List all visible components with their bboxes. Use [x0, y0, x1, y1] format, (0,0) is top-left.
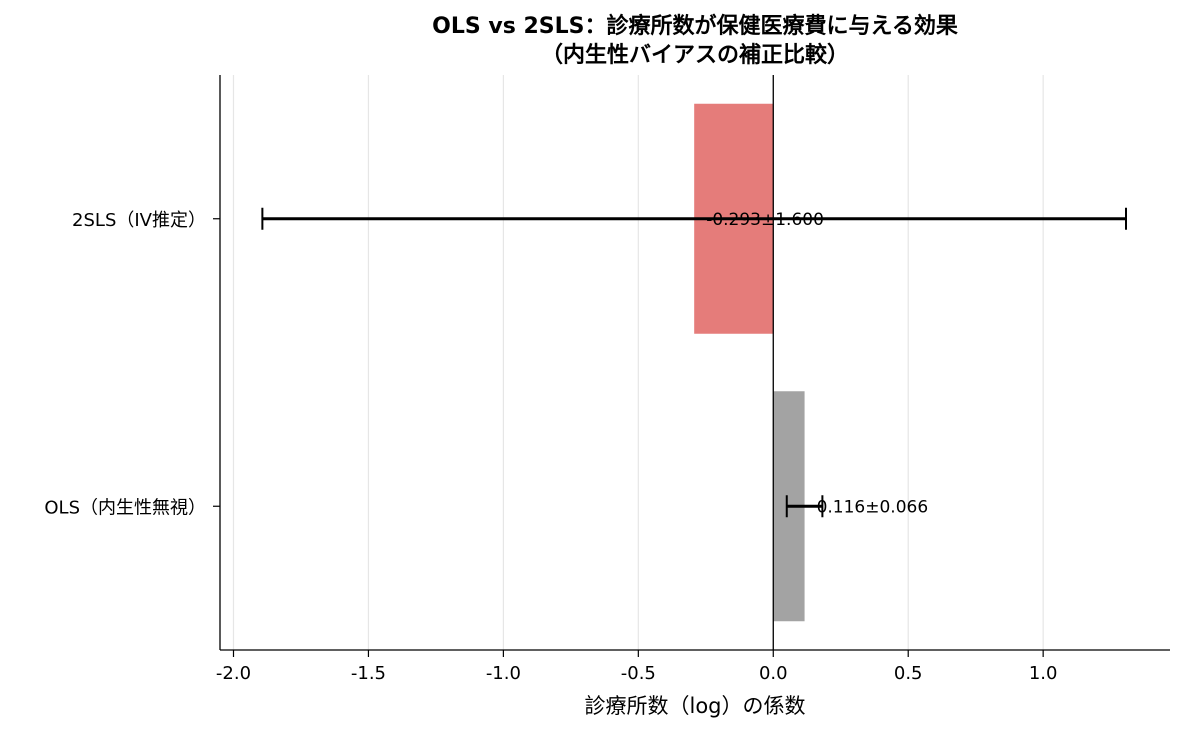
x-axis-ticks: -2.0 -1.5 -1.0 -0.5 0.0 0.5 1.0 [216, 650, 1058, 684]
x-tick-label: 1.0 [1029, 663, 1058, 684]
labels-layer: -0.293±1.600 0.116±0.066 [706, 210, 928, 518]
y-axis-ticks: 2SLS（IV推定） OLS（内生性無視） [44, 210, 220, 518]
chart-subtitle: （内生性バイアスの補正比較） [541, 42, 849, 68]
error-bar [261, 207, 1128, 230]
x-axis-label: 診療所数（log）の係数 [584, 694, 805, 718]
error-bar [785, 495, 824, 518]
x-tick-label: 0.5 [894, 663, 923, 684]
data-label: 0.116±0.066 [817, 497, 929, 517]
x-tick-label: -1.5 [351, 663, 386, 684]
grid-layer [232, 75, 1044, 650]
x-tick-label: -0.5 [621, 663, 656, 684]
x-tick-label: 0.0 [759, 663, 788, 684]
bars-layer [694, 103, 805, 622]
errors-layer [261, 207, 1128, 518]
y-tick-label: OLS（内生性無視） [44, 497, 206, 518]
x-tick-label: -1.0 [486, 663, 521, 684]
y-tick-label: 2SLS（IV推定） [72, 210, 206, 231]
chart-title: OLS vs 2SLS：診療所数が保健医療費に与える効果 [432, 13, 958, 39]
data-label: -0.293±1.600 [706, 210, 824, 230]
x-tick-label: -2.0 [216, 663, 251, 684]
